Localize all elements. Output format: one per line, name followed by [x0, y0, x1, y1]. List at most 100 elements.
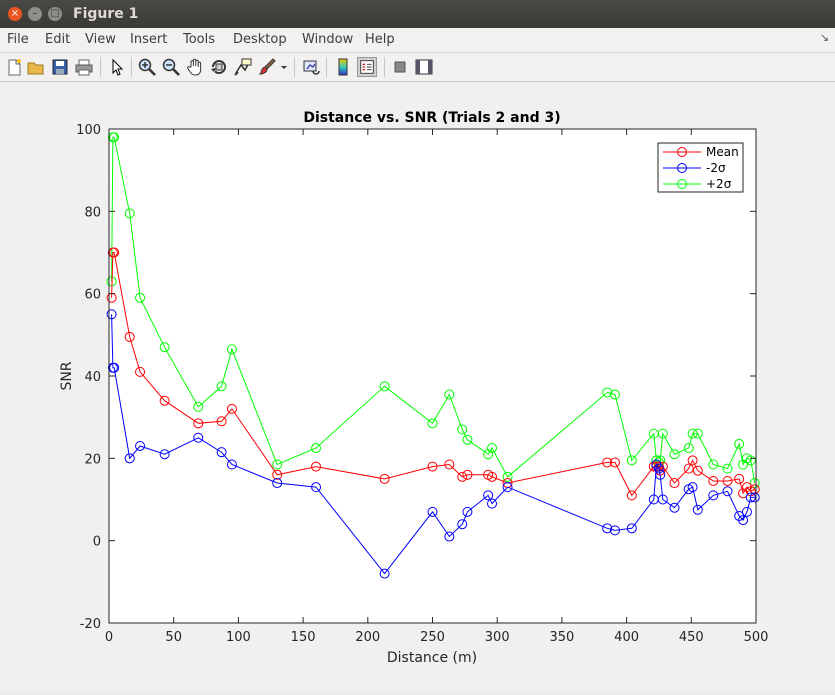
data-cursor-icon[interactable] — [233, 57, 253, 77]
data-point[interactable] — [741, 506, 752, 517]
data-point[interactable] — [687, 455, 698, 466]
data-point[interactable] — [687, 482, 698, 493]
data-point[interactable] — [462, 434, 473, 445]
insert-legend-icon[interactable] — [357, 57, 377, 77]
zoom-out-icon[interactable] — [161, 57, 181, 77]
data-point[interactable] — [457, 424, 468, 435]
dock-arrow-icon[interactable]: ↘ — [819, 31, 829, 44]
data-point[interactable] — [135, 292, 146, 303]
data-point[interactable] — [159, 449, 170, 460]
data-point[interactable] — [602, 387, 613, 398]
data-point[interactable] — [483, 490, 494, 501]
data-point[interactable] — [135, 366, 146, 377]
open-file-icon[interactable] — [26, 57, 46, 77]
data-point[interactable] — [722, 463, 733, 474]
data-point[interactable] — [669, 449, 680, 460]
data-point[interactable] — [379, 568, 390, 579]
data-point[interactable] — [193, 401, 204, 412]
pan-icon[interactable] — [185, 57, 205, 77]
legend[interactable]: Mean -2σ +2σ — [657, 142, 744, 193]
data-point[interactable] — [109, 132, 120, 143]
data-point[interactable] — [487, 471, 498, 482]
data-point[interactable] — [124, 331, 135, 342]
brush-icon[interactable] — [257, 57, 277, 77]
data-point[interactable] — [272, 459, 283, 470]
data-point[interactable] — [722, 475, 733, 486]
data-point[interactable] — [226, 459, 237, 470]
data-point[interactable] — [692, 504, 703, 515]
chart-svg[interactable]: 0 50 100 150 200 250 300 350 400 450 500 -20 0 20 40 60… — [0, 82, 835, 691]
menu-help[interactable]: Help — [365, 32, 395, 47]
data-point[interactable] — [444, 531, 455, 542]
data-point[interactable] — [745, 455, 756, 466]
data-point[interactable] — [602, 523, 613, 534]
save-icon[interactable] — [50, 57, 70, 77]
data-point[interactable] — [272, 478, 283, 489]
print-icon[interactable] — [74, 57, 94, 77]
data-point[interactable] — [626, 455, 637, 466]
data-point[interactable] — [311, 461, 322, 472]
data-point[interactable] — [311, 443, 322, 454]
data-point[interactable] — [692, 428, 703, 439]
data-point[interactable] — [216, 381, 227, 392]
data-point[interactable] — [657, 428, 668, 439]
data-point[interactable] — [655, 469, 666, 480]
data-point[interactable] — [379, 473, 390, 484]
data-point[interactable] — [226, 403, 237, 414]
data-point[interactable] — [457, 471, 468, 482]
data-point[interactable] — [444, 389, 455, 400]
menu-insert[interactable]: Insert — [130, 32, 168, 47]
minimize-window-button[interactable]: – — [28, 7, 42, 21]
insert-colorbar-icon[interactable] — [333, 57, 353, 77]
data-point[interactable] — [462, 469, 473, 480]
data-point[interactable] — [749, 478, 760, 489]
close-window-button[interactable]: × — [8, 7, 22, 21]
data-point[interactable] — [745, 492, 756, 503]
data-point[interactable] — [216, 416, 227, 427]
hide-plot-tools-icon[interactable] — [390, 57, 410, 77]
data-point[interactable] — [159, 395, 170, 406]
data-point[interactable] — [462, 506, 473, 517]
data-point[interactable] — [106, 309, 117, 320]
data-point[interactable] — [609, 457, 620, 468]
data-point[interactable] — [749, 492, 760, 503]
data-point[interactable] — [708, 459, 719, 470]
data-point[interactable] — [692, 465, 703, 476]
data-point[interactable] — [749, 484, 760, 495]
data-point[interactable] — [193, 418, 204, 429]
data-point[interactable] — [609, 389, 620, 400]
data-point[interactable] — [311, 482, 322, 493]
data-point[interactable] — [379, 381, 390, 392]
data-point[interactable] — [708, 490, 719, 501]
data-point[interactable] — [135, 440, 146, 451]
menu-edit[interactable]: Edit — [45, 32, 71, 47]
brush-dropdown-icon[interactable] — [279, 57, 289, 77]
data-point[interactable] — [708, 475, 719, 486]
menu-desktop[interactable]: Desktop — [233, 32, 287, 47]
data-point[interactable] — [609, 525, 620, 536]
data-point[interactable] — [216, 447, 227, 458]
data-point[interactable] — [193, 432, 204, 443]
data-point[interactable] — [159, 342, 170, 353]
data-point[interactable] — [457, 519, 468, 530]
data-point[interactable] — [487, 498, 498, 509]
data-point[interactable] — [502, 471, 513, 482]
data-point[interactable] — [683, 443, 694, 454]
data-point[interactable] — [734, 473, 745, 484]
data-point[interactable] — [669, 478, 680, 489]
data-point[interactable] — [109, 362, 120, 373]
menu-tools[interactable]: Tools — [183, 32, 216, 47]
new-figure-icon[interactable] — [4, 57, 24, 77]
data-point[interactable] — [734, 438, 745, 449]
data-point[interactable] — [444, 459, 455, 470]
menu-file[interactable]: File — [7, 32, 29, 47]
data-point[interactable] — [687, 428, 698, 439]
data-point[interactable] — [626, 523, 637, 534]
data-point[interactable] — [109, 247, 120, 258]
menu-view[interactable]: View — [85, 32, 116, 47]
zoom-in-icon[interactable] — [137, 57, 157, 77]
menu-window[interactable]: Window — [302, 32, 354, 47]
data-point[interactable] — [722, 486, 733, 497]
pointer-icon[interactable] — [107, 57, 127, 77]
data-point[interactable] — [626, 490, 637, 501]
